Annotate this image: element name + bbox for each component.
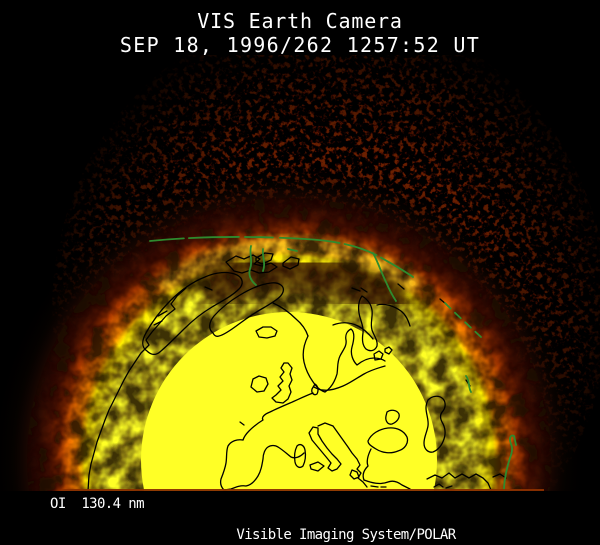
coast-iberia (219, 439, 279, 491)
coast-sweden-baltic (324, 328, 352, 393)
coast-arctic-loop (209, 282, 285, 337)
coast-corsica-sardinia (293, 443, 307, 469)
coast-iceland (255, 326, 278, 339)
coast-italy (308, 426, 342, 472)
data-region-bottom-edge (62, 489, 544, 491)
coast-greenland-limb (87, 287, 187, 491)
coast-sicily (309, 461, 325, 472)
coast-svalbard-scribble (225, 254, 278, 274)
coast-crete (370, 485, 387, 488)
image-title: VIS Earth Camera (197, 9, 403, 33)
green-fork (372, 252, 397, 302)
coast-finland (350, 328, 386, 366)
green-overlay (149, 236, 517, 491)
green-short-squiggle (465, 375, 472, 393)
coast-pechora (376, 303, 411, 327)
coast-aegean (362, 448, 372, 481)
coast-caspian (423, 395, 446, 453)
coast-great-britain (271, 362, 293, 404)
green-limb-arc (149, 236, 414, 278)
coast-limb-dashes (153, 286, 213, 326)
green-hanging-1 (248, 245, 257, 286)
coastline-map-overlay (87, 252, 507, 491)
coast-denmark (311, 383, 319, 396)
coast-anatolia (363, 479, 411, 490)
coast-black-sea (367, 427, 409, 454)
image-datetime: SEP 18, 1996/262 1257:52 UT (119, 33, 481, 57)
coast-azov (385, 409, 400, 425)
coast-ireland (250, 375, 269, 393)
coast-channel-biscay (242, 392, 314, 441)
coast-svalbard-islands (255, 252, 300, 270)
coast-kola (332, 322, 374, 340)
credits-block: Visible Imaging System/POLAR The Univers… (214, 494, 478, 545)
wavelength-label: OI 130.4 nm (50, 496, 145, 512)
coast-peloponnese (349, 469, 360, 480)
coast-baltic-south (313, 365, 386, 391)
lakes-ladoga-onega (373, 346, 393, 361)
coast-adriatic-head (317, 422, 334, 427)
scatter-marks (239, 283, 471, 426)
green-mark (287, 248, 298, 252)
coast-white-sea (357, 295, 378, 352)
instrument-label: Visible Imaging System/POLAR (236, 527, 456, 543)
green-right-squiggle (503, 434, 517, 491)
coast-east-fragments (426, 472, 507, 491)
coast-norway-north (272, 302, 309, 337)
green-dashes-mid (444, 302, 482, 338)
coast-riviera (277, 446, 305, 459)
coast-levant-fragments (433, 483, 453, 489)
coast-greenland-loop (142, 271, 243, 356)
green-hanging-2 (261, 248, 266, 272)
coast-balkan-greece (332, 425, 368, 488)
